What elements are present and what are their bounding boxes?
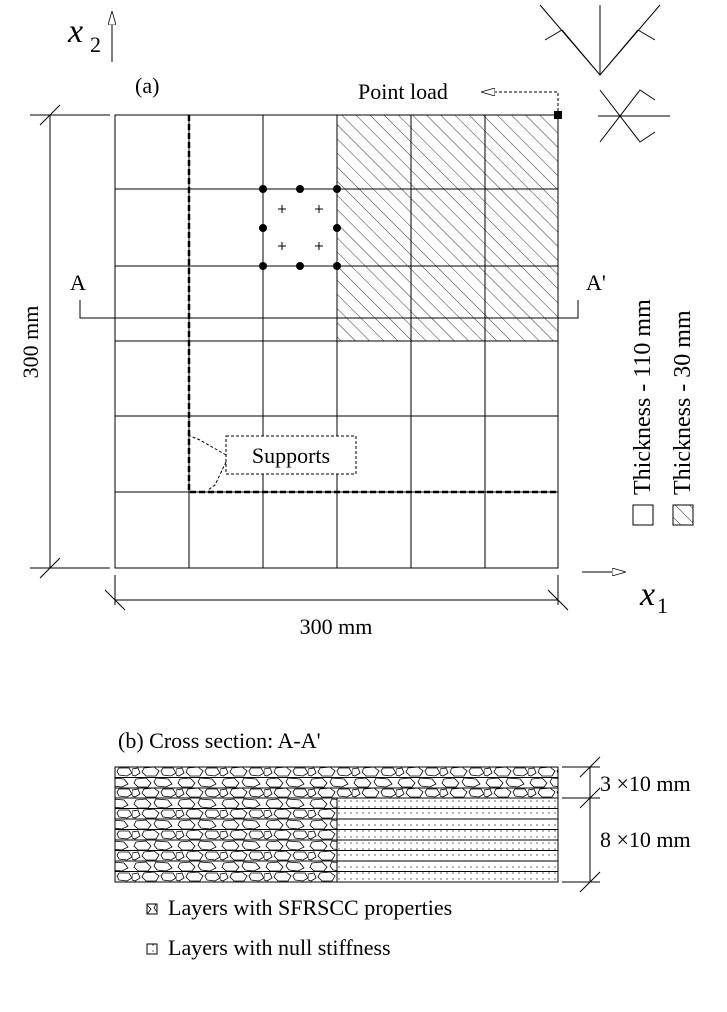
layer-lines bbox=[115, 777, 558, 882]
dim-top: 3 ×10 mm bbox=[600, 771, 691, 796]
panel-b-title: (b) Cross section: A-A' bbox=[118, 728, 321, 753]
load-leader bbox=[482, 92, 559, 111]
width-ticks bbox=[104, 575, 569, 611]
x1-subscript: 1 bbox=[657, 593, 668, 618]
x1-symbol: x bbox=[639, 576, 655, 613]
section-end: A' bbox=[586, 270, 606, 295]
symmetry-symbols bbox=[539, 4, 670, 143]
nodes bbox=[259, 185, 341, 270]
height-label: 300 mm bbox=[18, 306, 43, 379]
legend-thick-label: Thickness - 110 mm bbox=[630, 299, 656, 495]
legend-thin-label: Thickness - 30 mm bbox=[670, 310, 696, 495]
x2-symbol: x bbox=[67, 13, 83, 50]
legend-null-swatch bbox=[146, 943, 158, 955]
x2-subscript: 2 bbox=[90, 32, 101, 57]
supports-line bbox=[187, 115, 558, 494]
legend-sfrscc-swatch bbox=[146, 903, 158, 915]
load-point bbox=[554, 111, 562, 119]
legend-null-label: Layers with null stiffness bbox=[168, 935, 391, 960]
gauss-points bbox=[278, 205, 323, 250]
legend-thick-swatch bbox=[632, 504, 654, 526]
section-ticks bbox=[562, 756, 601, 893]
section-line bbox=[79, 300, 579, 319]
section-start: A bbox=[70, 270, 86, 295]
panel-label: (a) bbox=[135, 73, 159, 98]
legend-thin-swatch bbox=[672, 504, 694, 526]
panel-a: A A' Point load (a) x 2 x 1 300 mm 300 m… bbox=[18, 4, 696, 639]
panel-b: (b) Cross section: A-A' 3 ×10 mm 8 ×10 m… bbox=[114, 728, 691, 960]
legend-sfrscc-label: Layers with SFRSCC properties bbox=[168, 895, 452, 920]
thin-region bbox=[337, 115, 558, 341]
width-label: 300 mm bbox=[300, 614, 373, 639]
supports-label: Supports bbox=[252, 443, 330, 468]
supports-leader bbox=[189, 435, 227, 491]
supports-box bbox=[225, 435, 357, 475]
height-ticks bbox=[30, 104, 110, 579]
dim-bottom: 8 ×10 mm bbox=[600, 827, 691, 852]
point-load-label: Point load bbox=[358, 79, 448, 104]
